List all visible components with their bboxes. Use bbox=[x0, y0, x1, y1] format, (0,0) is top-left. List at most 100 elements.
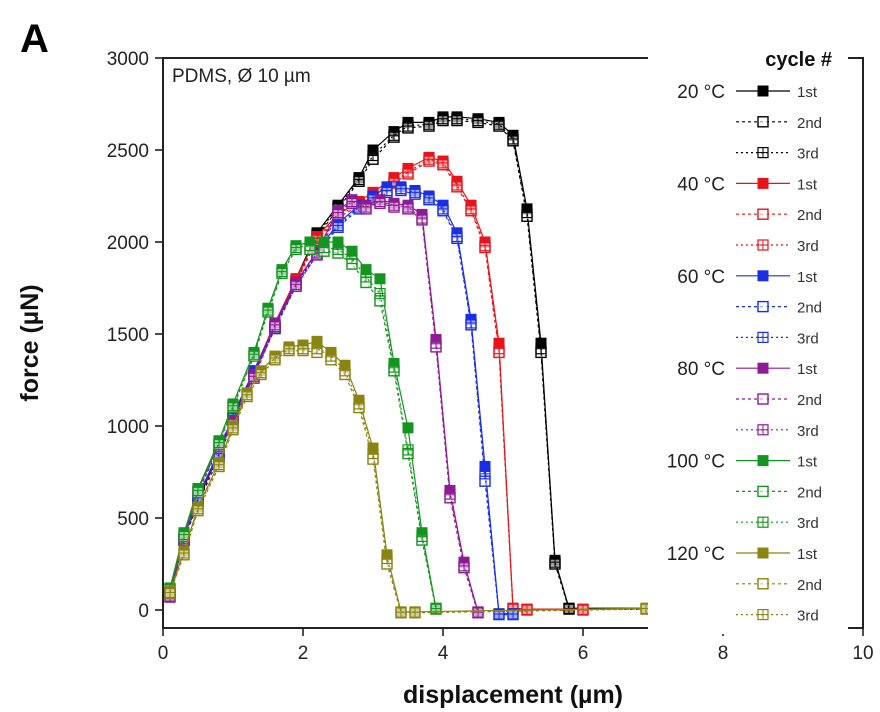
series-line-16 bbox=[169, 350, 723, 614]
legend-group-label-5: 120 °C bbox=[667, 544, 725, 565]
series-8-point-19 bbox=[479, 468, 491, 480]
series-2-point-10 bbox=[353, 173, 365, 186]
series-17-point-7 bbox=[269, 352, 281, 364]
legend-cycle-label-1-0: 1st bbox=[797, 176, 818, 193]
series-5-point-16 bbox=[451, 179, 463, 191]
x-axis-title: displacement (µm) bbox=[403, 681, 623, 709]
series-4 bbox=[164, 155, 589, 616]
series-14-point-6 bbox=[262, 304, 274, 316]
legend-cycle-label-5-0: 1st bbox=[797, 546, 818, 563]
legend-marker-1-2 bbox=[757, 239, 769, 251]
panel-label: A bbox=[20, 17, 49, 61]
series-2-point-19 bbox=[507, 133, 519, 145]
series-14-point-13 bbox=[360, 271, 372, 283]
series-17-point-12 bbox=[339, 365, 351, 377]
series-11-point-15 bbox=[416, 212, 428, 224]
series-14-point-8 bbox=[290, 241, 302, 254]
y-axis: 0 500 1000 1500 2000 2500 3000 bbox=[107, 49, 163, 622]
series-14-point-2 bbox=[192, 484, 204, 496]
legend-cycle-label-0-1: 2nd bbox=[797, 115, 822, 132]
series-11-point-12 bbox=[374, 195, 386, 208]
series-17 bbox=[164, 343, 729, 618]
legend-marker-2-1 bbox=[757, 300, 769, 313]
legend-marker-1-0 bbox=[757, 177, 769, 189]
series-17-point-10 bbox=[311, 343, 323, 355]
legend-cycle-label-0-2: 3rd bbox=[797, 146, 819, 163]
series-17-point-4 bbox=[227, 422, 239, 434]
series-17-point-9 bbox=[297, 343, 309, 355]
y-tick-label-0: 0 bbox=[138, 601, 149, 622]
legend-marker-5-0 bbox=[757, 547, 769, 559]
y-tick-label-6: 3000 bbox=[107, 49, 149, 70]
legend-marker-0-2 bbox=[757, 147, 769, 159]
x-tick-label-3: 6 bbox=[578, 643, 589, 664]
x-tick-label-1: 2 bbox=[298, 643, 309, 664]
series-17-point-17 bbox=[409, 606, 421, 618]
series-11-point-13 bbox=[388, 199, 400, 211]
y-tick-label-3: 1500 bbox=[107, 325, 149, 346]
legend-marker-5-1 bbox=[757, 578, 769, 590]
series-11-point-16 bbox=[430, 337, 442, 349]
series-2-point-16 bbox=[451, 113, 463, 125]
series-17-point-8 bbox=[283, 343, 295, 355]
series-14-point-16 bbox=[402, 444, 414, 456]
series-line-13 bbox=[169, 248, 437, 610]
legend-cycle-label-3-0: 1st bbox=[797, 361, 818, 378]
series-17-point-2 bbox=[192, 503, 204, 515]
y-tick-label-4: 2000 bbox=[107, 233, 149, 254]
series-13 bbox=[164, 243, 442, 615]
series-5-point-12 bbox=[388, 175, 400, 187]
series-17-point-6 bbox=[255, 367, 267, 379]
series-12-point-16 bbox=[402, 422, 414, 434]
series-14-point-4 bbox=[227, 400, 239, 412]
series-11-point-11 bbox=[360, 201, 372, 213]
series-5-point-15 bbox=[437, 157, 449, 169]
legend-group-label-3: 80 °C bbox=[677, 359, 725, 380]
series-5-point-18 bbox=[479, 240, 491, 252]
series-14-point-7 bbox=[276, 265, 288, 278]
x-tick-label-2: 4 bbox=[438, 643, 449, 664]
series-5-point-19 bbox=[493, 343, 505, 355]
series-2-point-13 bbox=[402, 120, 414, 132]
series-12-point-14 bbox=[374, 273, 386, 285]
plot-frame bbox=[162, 57, 864, 629]
series-17-point-1 bbox=[178, 547, 190, 559]
legend-marker-0-0 bbox=[757, 85, 769, 97]
legend-cycle-label-5-1: 2nd bbox=[797, 577, 822, 594]
legend-marker-4-0 bbox=[757, 455, 769, 467]
series-10 bbox=[164, 197, 484, 619]
legend-group-label-2: 60 °C bbox=[677, 267, 725, 288]
series-11-point-7 bbox=[290, 278, 302, 290]
legend-title: cycle # bbox=[765, 49, 832, 71]
series-5-point-14 bbox=[423, 153, 435, 165]
series-5-point-13 bbox=[402, 166, 414, 178]
series-14-point-17 bbox=[416, 530, 428, 543]
series-17-point-11 bbox=[325, 350, 337, 362]
series-2-point-18 bbox=[493, 118, 505, 130]
legend-cycle-label-0-0: 1st bbox=[797, 84, 818, 101]
legend-marker-1-1 bbox=[757, 208, 769, 220]
series-2-point-14 bbox=[423, 118, 435, 130]
legend-cycle-label-4-2: 3rd bbox=[797, 515, 819, 532]
series-14-point-3 bbox=[213, 436, 225, 449]
series-line-12 bbox=[169, 241, 437, 609]
series-17-point-15 bbox=[381, 552, 393, 565]
series-14-point-15 bbox=[388, 361, 400, 373]
y-tick-label-5: 2500 bbox=[107, 141, 149, 162]
x-tick-label-4: 8 bbox=[718, 643, 729, 664]
series-14-point-10 bbox=[318, 241, 330, 254]
series-17-point-16 bbox=[395, 606, 407, 618]
legend: cycle # 20 °C 1st 2nd 3rd 40 °C 1st 2nd 3rd 60 °… bbox=[648, 48, 848, 634]
legend-cycle-label-4-0: 1st bbox=[797, 454, 818, 471]
legend-marker-5-2 bbox=[757, 608, 769, 621]
plot-annotation: PDMS, Ø 10 µm bbox=[172, 66, 311, 87]
series-2-point-20 bbox=[521, 206, 533, 219]
series-2-point-21 bbox=[535, 343, 547, 355]
series-14 bbox=[164, 240, 442, 615]
legend-cycle-label-2-1: 2nd bbox=[797, 300, 822, 317]
series-8-point-13 bbox=[395, 183, 407, 195]
series-line-9 bbox=[169, 199, 479, 612]
series-8-point-9 bbox=[332, 219, 344, 232]
legend-marker-3-2 bbox=[757, 424, 769, 436]
series-14-point-12 bbox=[346, 252, 358, 265]
